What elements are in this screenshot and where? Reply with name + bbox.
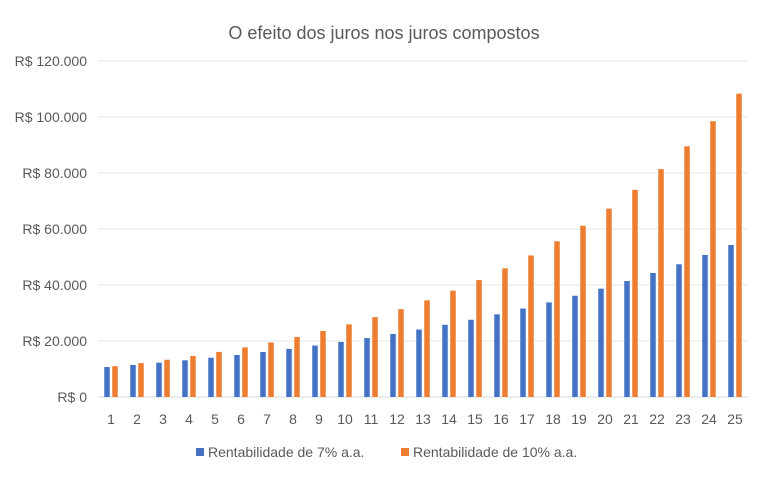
bar-10pct	[424, 300, 430, 397]
x-tick-label: 2	[133, 411, 141, 427]
bar-10pct	[294, 336, 300, 397]
bar-10pct	[268, 342, 274, 397]
bar-10pct	[710, 121, 716, 397]
bar-7pct	[494, 314, 500, 397]
bar-7pct	[260, 352, 266, 397]
bar-7pct	[728, 245, 734, 397]
y-tick-label: R$ 20.000	[22, 333, 87, 349]
x-tick-label: 23	[675, 411, 691, 427]
legend-swatch	[401, 448, 409, 456]
bars	[104, 93, 742, 397]
x-tick-label: 21	[623, 411, 639, 427]
bar-7pct	[416, 329, 422, 397]
bar-10pct	[580, 225, 586, 397]
bar-10pct	[242, 347, 248, 397]
y-tick-label: R$ 120.000	[15, 53, 88, 69]
x-tick-label: 24	[701, 411, 717, 427]
bar-10pct	[632, 189, 638, 397]
x-tick-label: 10	[337, 411, 353, 427]
x-tick-label: 17	[519, 411, 535, 427]
bar-10pct	[450, 290, 456, 397]
x-tick-label: 3	[159, 411, 167, 427]
x-tick-label: 5	[211, 411, 219, 427]
bar-7pct	[156, 362, 162, 397]
bar-10pct	[320, 330, 326, 397]
bar-7pct	[546, 302, 552, 397]
legend-swatch	[196, 448, 204, 456]
bar-10pct	[190, 356, 196, 397]
bar-7pct	[364, 338, 370, 397]
bar-7pct	[182, 360, 188, 397]
bar-7pct	[234, 354, 240, 397]
bar-7pct	[442, 324, 448, 397]
bar-7pct	[572, 295, 578, 397]
x-tick-label: 4	[185, 411, 193, 427]
x-tick-label: 9	[315, 411, 323, 427]
y-tick-label: R$ 40.000	[22, 277, 87, 293]
bar-7pct	[624, 281, 630, 397]
x-tick-label: 19	[571, 411, 587, 427]
bar-10pct	[346, 324, 352, 397]
bar-10pct	[554, 241, 560, 397]
bar-10pct	[736, 93, 742, 397]
bar-10pct	[138, 363, 144, 397]
bar-7pct	[286, 348, 292, 397]
gridlines	[98, 60, 748, 398]
bar-7pct	[208, 357, 214, 397]
bar-10pct	[112, 366, 118, 397]
x-tick-label: 25	[727, 411, 743, 427]
bar-10pct	[398, 309, 404, 397]
legend-label: Rentabilidade de 10% a.a.	[413, 444, 577, 460]
bar-7pct	[520, 308, 526, 397]
bar-10pct	[372, 317, 378, 397]
y-tick-label: R$ 100.000	[15, 109, 88, 125]
y-tick-label: R$ 60.000	[22, 221, 87, 237]
bar-7pct	[312, 345, 318, 397]
y-axis: R$ 0 R$ 20.000 R$ 40.000 R$ 60.000 R$ 80.000…	[15, 53, 88, 405]
x-tick-label: 1	[107, 411, 115, 427]
x-tick-label: 15	[467, 411, 483, 427]
x-tick-label: 18	[545, 411, 561, 427]
x-tick-label: 7	[263, 411, 271, 427]
bar-7pct	[676, 264, 682, 397]
bar-7pct	[338, 341, 344, 397]
bar-7pct	[130, 364, 136, 397]
y-tick-label: R$ 80.000	[22, 165, 87, 181]
y-tick-label: R$ 0	[57, 389, 87, 405]
x-tick-label: 13	[415, 411, 431, 427]
bar-7pct	[468, 319, 474, 397]
bar-7pct	[104, 367, 110, 397]
x-tick-label: 16	[493, 411, 509, 427]
bar-10pct	[164, 359, 170, 397]
x-tick-label: 14	[441, 411, 457, 427]
legend: Rentabilidade de 7% a.a. Rentabilidade de…	[196, 444, 577, 460]
x-tick-label: 20	[597, 411, 613, 427]
bar-7pct	[390, 333, 396, 397]
x-tick-label: 11	[364, 411, 379, 427]
chart-title: O efeito dos juros nos juros compostos	[228, 23, 539, 43]
bar-7pct	[598, 288, 604, 397]
bar-10pct	[476, 280, 482, 397]
bar-7pct	[702, 254, 708, 397]
x-tick-label: 8	[289, 411, 297, 427]
bar-10pct	[216, 351, 222, 397]
legend-label: Rentabilidade de 7% a.a.	[208, 444, 364, 460]
bar-10pct	[502, 268, 508, 397]
bar-10pct	[684, 146, 690, 397]
x-tick-label: 22	[649, 411, 665, 427]
bar-10pct	[606, 208, 612, 397]
bar-10pct	[528, 255, 534, 397]
bar-10pct	[658, 169, 664, 397]
bar-7pct	[650, 272, 656, 397]
x-tick-label: 6	[237, 411, 245, 427]
x-axis: 1 2 3 4 5 6 7 8 9 10 11 12 13 14 15 16 17 18 19 20 21 22 23 24 2…	[107, 411, 743, 427]
x-tick-label: 12	[389, 411, 405, 427]
